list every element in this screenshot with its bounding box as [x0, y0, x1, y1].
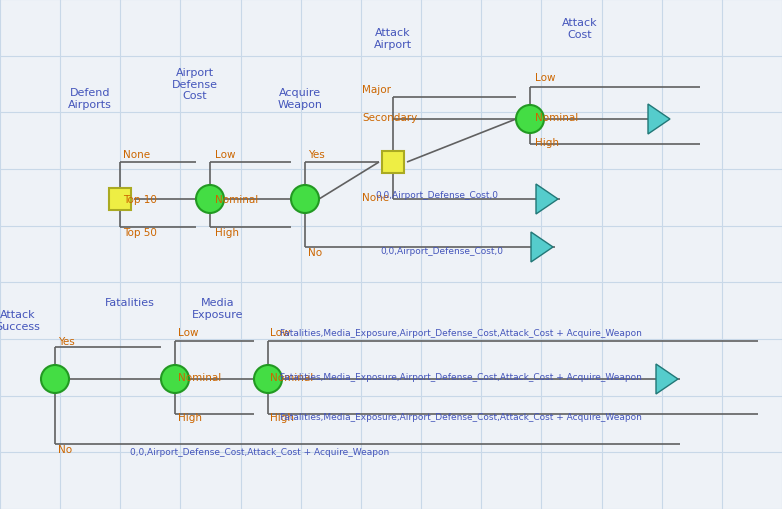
Text: Nominal: Nominal [178, 372, 221, 382]
Text: Yes: Yes [308, 150, 325, 160]
Text: 0,0,Airport_Defense_Cost,0: 0,0,Airport_Defense_Cost,0 [375, 190, 498, 199]
Text: Nominal: Nominal [535, 113, 578, 123]
Text: Attack
Cost: Attack Cost [562, 18, 597, 40]
Text: High: High [215, 228, 239, 238]
Polygon shape [656, 364, 678, 394]
Text: Fatalities,Media_Exposure,Airport_Defense_Cost,Attack_Cost + Acquire_Weapon: Fatalities,Media_Exposure,Airport_Defens… [280, 413, 642, 421]
Polygon shape [531, 233, 553, 263]
Circle shape [41, 365, 69, 393]
Text: Fatalities,Media_Exposure,Airport_Defense_Cost,Attack_Cost + Acquire_Weapon: Fatalities,Media_Exposure,Airport_Defens… [280, 328, 642, 337]
Text: Attack
Success: Attack Success [0, 309, 41, 331]
Text: Yes: Yes [58, 336, 75, 346]
Circle shape [291, 186, 319, 214]
Text: Fatalities: Fatalities [105, 297, 155, 307]
Text: Secondary: Secondary [362, 113, 418, 123]
Text: Acquire
Weapon: Acquire Weapon [278, 88, 322, 109]
Circle shape [516, 106, 544, 134]
Bar [109, 189, 131, 211]
Circle shape [254, 365, 282, 393]
Bar [382, 152, 404, 174]
Text: Defend
Airports: Defend Airports [68, 88, 112, 109]
Text: Airport
Defense
Cost: Airport Defense Cost [172, 68, 218, 101]
Text: None: None [123, 150, 150, 160]
Text: 0,0,Airport_Defense_Cost,0: 0,0,Airport_Defense_Cost,0 [380, 247, 503, 256]
Polygon shape [648, 105, 670, 135]
Polygon shape [536, 185, 558, 215]
Circle shape [196, 186, 224, 214]
Text: Attack
Airport: Attack Airport [374, 28, 412, 49]
Text: Top 10: Top 10 [123, 194, 157, 205]
Text: Nominal: Nominal [270, 372, 314, 382]
Text: Media
Exposure: Media Exposure [192, 297, 244, 319]
Text: 0,0,Airport_Defense_Cost,Attack_Cost + Acquire_Weapon: 0,0,Airport_Defense_Cost,Attack_Cost + A… [130, 447, 389, 457]
Text: Low: Low [178, 327, 199, 337]
Text: Low: Low [215, 150, 235, 160]
Text: High: High [535, 138, 559, 148]
Text: Major: Major [362, 85, 391, 95]
Text: None: None [362, 192, 389, 203]
Circle shape [161, 365, 189, 393]
Text: Nominal: Nominal [215, 194, 258, 205]
Text: Top 50: Top 50 [123, 228, 157, 238]
Text: Low: Low [270, 327, 290, 337]
Text: High: High [178, 412, 202, 422]
Text: No: No [58, 444, 72, 454]
Text: Fatalities,Media_Exposure,Airport_Defense_Cost,Attack_Cost + Acquire_Weapon: Fatalities,Media_Exposure,Airport_Defens… [280, 373, 642, 382]
Text: No: No [308, 247, 322, 258]
Text: High: High [270, 412, 294, 422]
Text: Low: Low [535, 73, 555, 83]
